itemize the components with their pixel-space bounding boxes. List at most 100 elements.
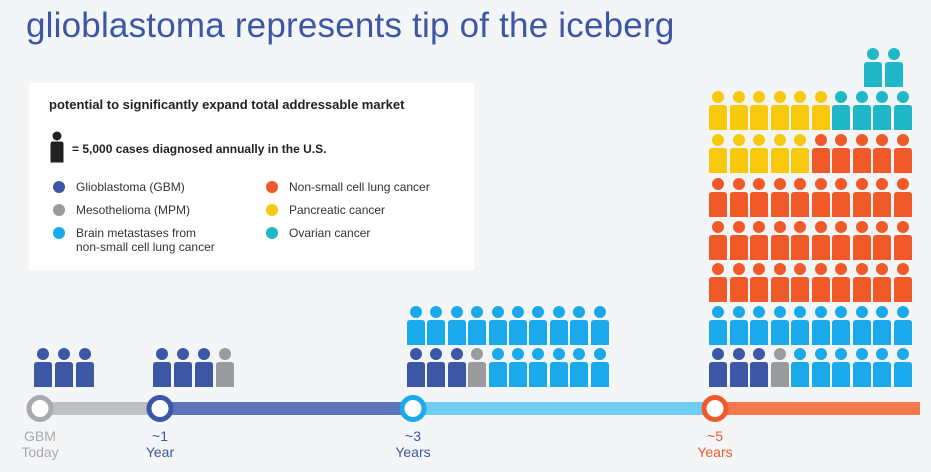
glioblastoma-person-icon bbox=[407, 348, 425, 387]
nsclc-person-icon bbox=[750, 263, 768, 302]
pancreatic-person-icon bbox=[729, 91, 748, 130]
nsclc-person-icon bbox=[893, 134, 912, 173]
legend-label: Pancreatic cancer bbox=[289, 203, 386, 217]
nsclc-person-icon bbox=[832, 178, 850, 217]
nsclc-person-icon bbox=[893, 221, 912, 260]
brain-metastases-person-icon bbox=[427, 306, 446, 345]
legend-label: Ovarian cancer bbox=[289, 226, 371, 240]
pancreatic-person-icon bbox=[729, 134, 748, 173]
timeline-node-year-5 bbox=[701, 395, 729, 422]
timeline-label-line2: Today bbox=[21, 444, 59, 460]
nsclc-person-icon bbox=[791, 178, 809, 217]
legend-key: = 5,000 cases diagnosed annually in the … bbox=[50, 131, 326, 163]
timeline-label-line1: ~1 bbox=[152, 428, 168, 444]
ovarian-dot-icon bbox=[266, 227, 278, 239]
brain-metastases-person-icon bbox=[893, 306, 912, 345]
timeline-label-year-1: ~1 Year bbox=[125, 428, 195, 460]
brain-metastases-person-icon bbox=[488, 348, 507, 387]
nsclc-person-icon bbox=[770, 221, 789, 260]
brain-metastases-person-icon bbox=[729, 306, 748, 345]
mesothelioma-person-icon bbox=[468, 348, 487, 387]
brain-metastases-person-icon bbox=[873, 306, 891, 345]
glioblastoma-person-icon bbox=[427, 348, 446, 387]
nsclc-person-icon bbox=[893, 263, 912, 302]
nsclc-person-icon bbox=[852, 178, 871, 217]
nsclc-person-icon bbox=[832, 221, 850, 260]
legend-label-line2: non-small cell lung cancer bbox=[76, 240, 215, 254]
timeline-segment-year-3 bbox=[413, 402, 715, 415]
legend-heading: potential to significantly expand total … bbox=[49, 97, 405, 112]
timeline-label-year-3: ~3 Years bbox=[378, 428, 448, 460]
brain-metastases-person-icon bbox=[570, 348, 589, 387]
pancreatic-person-icon bbox=[750, 91, 768, 130]
pancreatic-person-icon bbox=[750, 134, 768, 173]
timeline-label-line1: GBM bbox=[24, 428, 56, 444]
brain-metastases-person-icon bbox=[791, 348, 809, 387]
brain-metastases-dot-icon bbox=[53, 227, 65, 239]
timeline-segment-today bbox=[40, 402, 160, 415]
nsclc-person-icon bbox=[873, 134, 891, 173]
nsclc-person-icon bbox=[811, 178, 830, 217]
nsclc-person-icon bbox=[750, 221, 768, 260]
brain-metastases-person-icon bbox=[407, 306, 425, 345]
brain-metastases-person-icon bbox=[488, 306, 507, 345]
glioblastoma-person-icon bbox=[55, 348, 73, 387]
timeline-label-line1: ~5 bbox=[707, 428, 723, 444]
glioblastoma-person-icon bbox=[34, 348, 52, 387]
ovarian-person-icon bbox=[884, 48, 903, 87]
timeline-segment-year-5 bbox=[715, 402, 920, 415]
nsclc-person-icon bbox=[791, 221, 809, 260]
pancreatic-person-icon bbox=[770, 91, 789, 130]
brain-metastases-person-icon bbox=[549, 306, 568, 345]
mesothelioma-person-icon bbox=[216, 348, 234, 387]
nsclc-person-icon bbox=[832, 263, 850, 302]
mesothelioma-person-icon bbox=[770, 348, 789, 387]
brain-metastases-person-icon bbox=[791, 306, 809, 345]
timeline-node-year-3 bbox=[399, 395, 427, 422]
person-key-icon bbox=[50, 131, 64, 163]
timeline-label-line1: ~3 bbox=[405, 428, 421, 444]
pancreatic-person-icon bbox=[791, 134, 809, 173]
brain-metastases-person-icon bbox=[709, 306, 727, 345]
nsclc-person-icon bbox=[811, 134, 830, 173]
nsclc-person-icon bbox=[729, 263, 748, 302]
ovarian-person-icon bbox=[864, 48, 882, 87]
pancreatic-person-icon bbox=[709, 134, 727, 173]
nsclc-person-icon bbox=[770, 178, 789, 217]
brain-metastases-person-icon bbox=[529, 348, 548, 387]
pancreatic-person-icon bbox=[791, 91, 809, 130]
nsclc-person-icon bbox=[811, 263, 830, 302]
nsclc-dot-icon bbox=[266, 181, 278, 193]
brain-metastases-person-icon bbox=[750, 306, 768, 345]
nsclc-person-icon bbox=[709, 221, 727, 260]
brain-metastases-person-icon bbox=[852, 348, 871, 387]
pancreatic-person-icon bbox=[811, 91, 830, 130]
nsclc-person-icon bbox=[729, 221, 748, 260]
glioblastoma-person-icon bbox=[447, 348, 466, 387]
brain-metastases-person-icon bbox=[509, 348, 527, 387]
glioblastoma-person-icon bbox=[153, 348, 171, 387]
legend-item-brain-metastases: Brain metastases from non-small cell lun… bbox=[53, 226, 215, 254]
glioblastoma-person-icon bbox=[750, 348, 768, 387]
legend-key-text: = 5,000 cases diagnosed annually in the … bbox=[72, 142, 327, 156]
nsclc-person-icon bbox=[873, 263, 891, 302]
nsclc-person-icon bbox=[729, 178, 748, 217]
legend-item-glioblastoma: Glioblastoma (GBM) bbox=[53, 180, 185, 194]
brain-metastases-person-icon bbox=[770, 306, 789, 345]
brain-metastases-person-icon bbox=[832, 306, 850, 345]
glioblastoma-person-icon bbox=[76, 348, 94, 387]
legend-label-line1: Brain metastases from bbox=[76, 226, 197, 240]
timeline-node-year-1 bbox=[146, 395, 174, 422]
nsclc-person-icon bbox=[811, 221, 830, 260]
nsclc-person-icon bbox=[770, 263, 789, 302]
ovarian-person-icon bbox=[832, 91, 850, 130]
nsclc-person-icon bbox=[852, 263, 871, 302]
nsclc-person-icon bbox=[852, 134, 871, 173]
glioblastoma-person-icon bbox=[174, 348, 192, 387]
legend-panel: potential to significantly expand total … bbox=[29, 83, 474, 270]
legend-label: Glioblastoma (GBM) bbox=[76, 180, 185, 194]
ovarian-person-icon bbox=[893, 91, 912, 130]
legend-item-nsclc: Non-small cell lung cancer bbox=[266, 180, 430, 194]
brain-metastases-person-icon bbox=[832, 348, 850, 387]
